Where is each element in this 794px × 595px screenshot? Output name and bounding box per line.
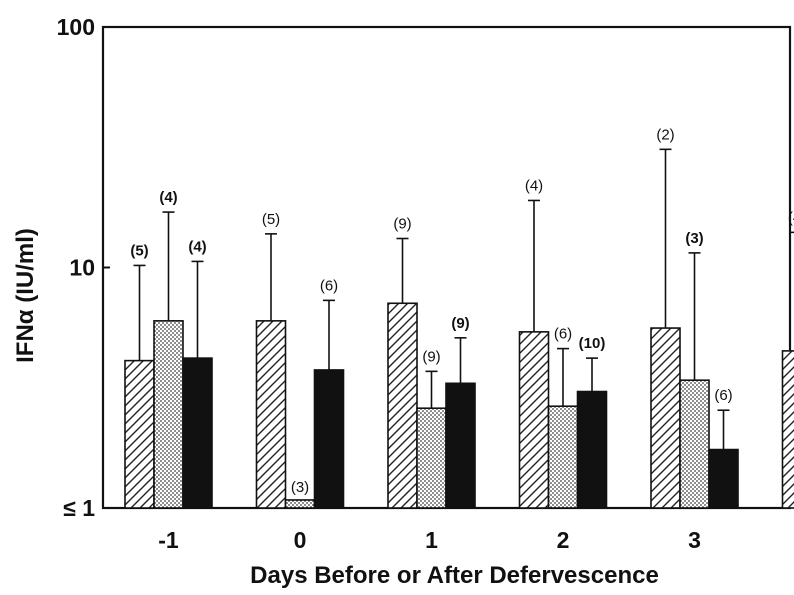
x-axis-title: Days Before or After Defervescence xyxy=(250,562,659,589)
sample-size-label: (2) xyxy=(656,126,674,143)
sample-size-label: (5) xyxy=(130,242,148,259)
y-axis-title: IFNα (IU/ml) xyxy=(12,228,39,363)
bar xyxy=(315,370,344,508)
bar xyxy=(709,450,738,508)
sample-size-label: (6) xyxy=(320,277,338,294)
bar xyxy=(651,328,680,508)
bar xyxy=(446,383,475,508)
sample-size-label: (9) xyxy=(393,216,411,233)
bar xyxy=(388,303,417,508)
bar xyxy=(417,408,446,508)
bar xyxy=(154,321,183,508)
bar xyxy=(286,500,315,508)
x-tick-label: 0 xyxy=(294,527,307,553)
sample-size-label: (3) xyxy=(291,479,309,496)
bar xyxy=(183,358,212,508)
bar xyxy=(549,406,578,508)
x-tick-label: 2 xyxy=(557,527,570,553)
sample-size-label: (4) xyxy=(188,238,206,255)
sample-size-label: (4) xyxy=(525,177,543,194)
bar xyxy=(125,361,154,508)
x-tick-label: 1 xyxy=(425,527,438,553)
bar xyxy=(680,380,709,508)
sample-size-label: (5) xyxy=(262,211,280,228)
bar xyxy=(257,321,286,508)
bar xyxy=(783,351,794,508)
sample-size-label: (6) xyxy=(714,387,732,404)
bar xyxy=(520,332,549,508)
sample-size-label: (4) xyxy=(788,209,794,226)
sample-size-label: (3) xyxy=(685,230,703,247)
y-tick-label: ≤ 1 xyxy=(63,495,95,521)
sample-size-label: (10) xyxy=(579,335,606,352)
bar xyxy=(578,392,607,508)
sample-size-label: (9) xyxy=(422,348,440,365)
sample-size-label: (4) xyxy=(159,189,177,206)
sample-size-label: (9) xyxy=(451,315,469,332)
y-tick-label: 10 xyxy=(69,255,95,281)
x-tick-label: 3 xyxy=(688,527,701,553)
sample-size-label: (6) xyxy=(554,326,572,343)
x-tick-label: -1 xyxy=(158,527,179,553)
y-tick-label: 100 xyxy=(57,14,95,40)
